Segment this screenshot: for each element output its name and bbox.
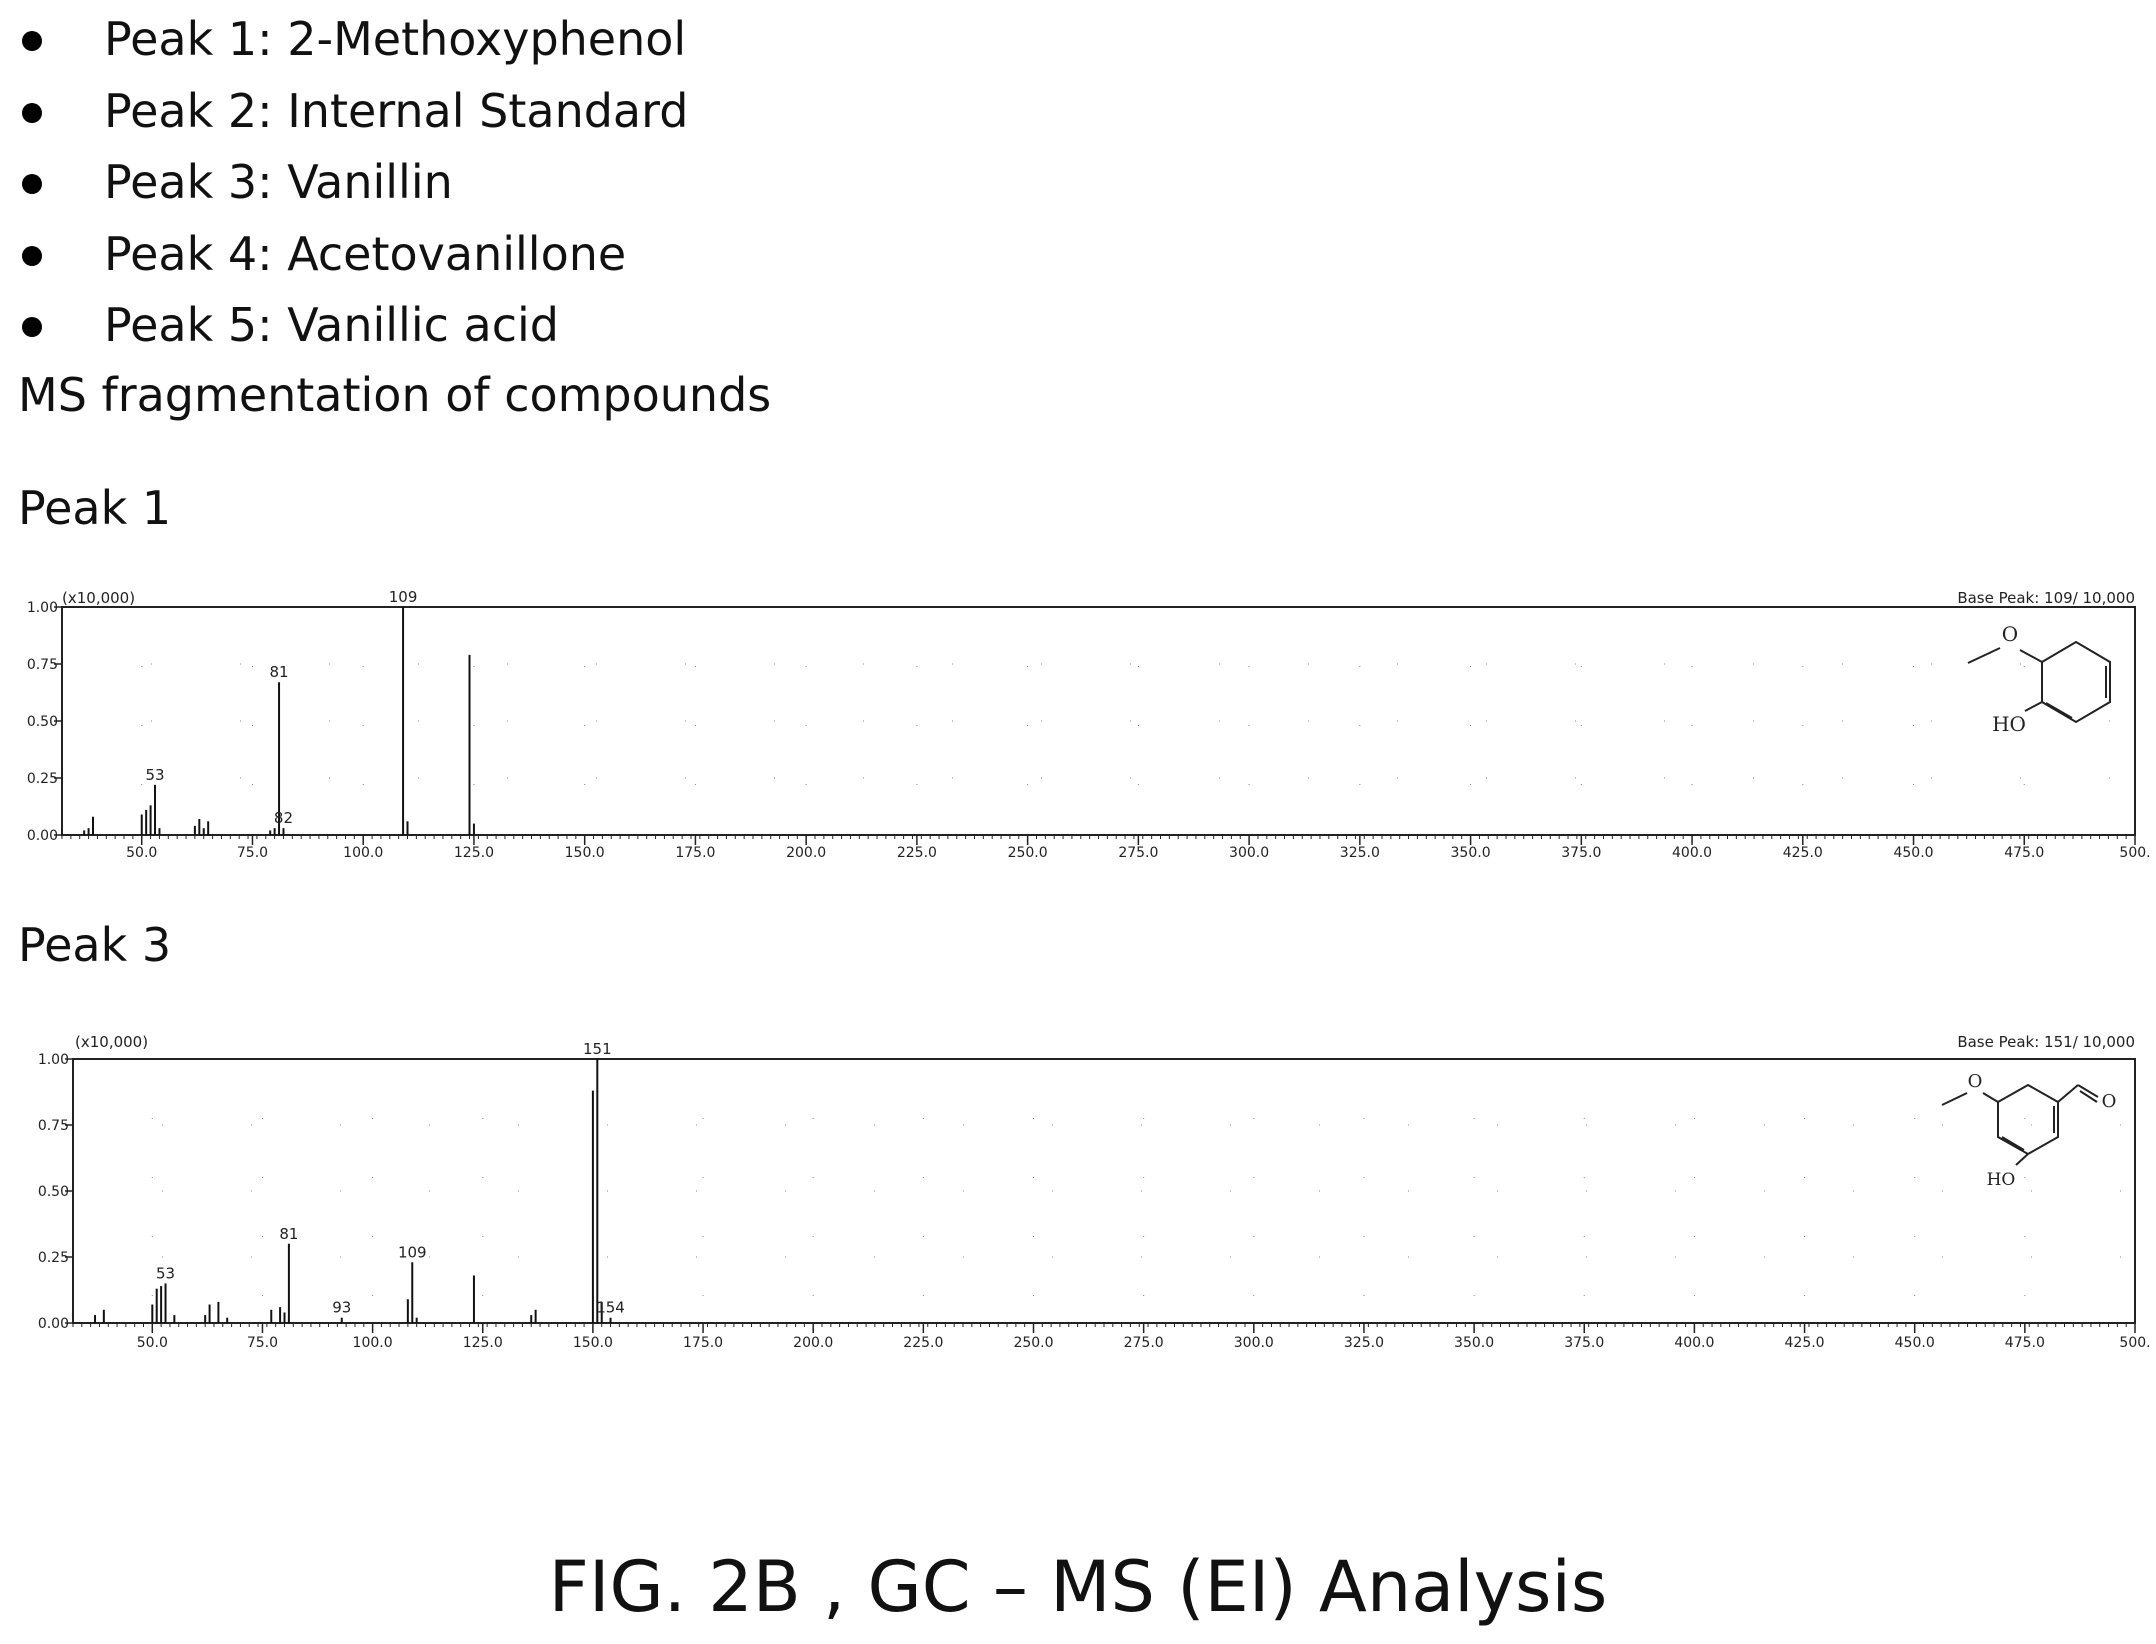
x-tick-label: 250.0: [1013, 1335, 1053, 1351]
peak-mz-label: 53: [145, 766, 164, 784]
peak-mz-label: 151: [583, 1040, 612, 1058]
x-tick-label: 425.0: [1785, 1335, 1825, 1351]
y-tick-label: 0.75: [38, 1118, 69, 1134]
x-tick-label: 150.0: [565, 845, 605, 861]
x-tick-label: 450.0: [1895, 1335, 1935, 1351]
x-tick-label: 450.0: [1893, 845, 1933, 861]
x-tick-label: 150.0: [573, 1335, 613, 1351]
x-tick-label: 175.0: [683, 1335, 723, 1351]
x-tick-label: 250.0: [1008, 845, 1048, 861]
base-peak-label: Base Peak: 151/ 10,000: [1957, 1033, 2135, 1051]
x-tick-label: 275.0: [1118, 845, 1158, 861]
x-tick-label: 400.0: [1672, 845, 1712, 861]
x-tick-label: 50.0: [126, 845, 157, 861]
structure-hydroxyl-label: HO: [1992, 712, 2026, 736]
y-tick-label: 1.00: [27, 600, 58, 616]
compound-label: Peak 1: 2-Methoxyphenol: [104, 12, 687, 66]
x-tick-label: 100.0: [343, 845, 383, 861]
peak-mz-label: 82: [274, 809, 293, 827]
x-tick-label: 125.0: [454, 845, 494, 861]
bullet-icon: [22, 174, 42, 194]
plot-frame: [72, 1058, 2136, 1324]
compound-label: Peak 3: Vanillin: [104, 155, 453, 209]
peak-mz-label: 93: [332, 1299, 351, 1317]
x-tick-label: 225.0: [903, 1335, 943, 1351]
x-tick-label: 200.0: [793, 1335, 833, 1351]
peak-mz-label: 81: [269, 663, 288, 681]
y-tick-label: 0.00: [38, 1316, 69, 1332]
x-tick-label: 475.0: [2005, 1335, 2045, 1351]
x-tick-label: 75.0: [247, 1335, 278, 1351]
x-tick-label: 225.0: [897, 845, 937, 861]
chart-title-peak-1: Peak 1: [18, 481, 172, 535]
bullet-icon: [22, 31, 42, 51]
plot-frame: [61, 606, 2136, 836]
vanillin-structure: O O HO: [1941, 1071, 2117, 1190]
x-tick-label: 325.0: [1340, 845, 1380, 861]
peak-mz-label: 109: [389, 588, 418, 606]
compound-list-item: Peak 2: Internal Standard: [18, 80, 688, 152]
y-tick-label: 0.50: [38, 1184, 69, 1200]
compound-list-item: Peak 1: 2-Methoxyphenol: [18, 8, 688, 80]
structure-hydroxyl-label: HO: [1987, 1170, 2016, 1190]
x-tick-label: 275.0: [1124, 1335, 1164, 1351]
compound-list-item: Peak 4: Acetovanillone: [18, 223, 688, 295]
x-tick-label: 325.0: [1344, 1335, 1384, 1351]
y-tick-label: 0.75: [27, 657, 58, 673]
compound-label: Peak 2: Internal Standard: [104, 83, 689, 138]
bullet-icon: [22, 317, 42, 337]
peak-mz-label: 109: [398, 1243, 427, 1261]
compound-list: Peak 1: 2-Methoxyphenol Peak 2: Internal…: [18, 8, 688, 366]
x-tick-label: 175.0: [675, 845, 715, 861]
x-tick-label: 425.0: [1783, 845, 1823, 861]
peak-mz-label: 154: [596, 1299, 625, 1317]
x-tick-label: 50.0: [137, 1335, 168, 1351]
guaiacol-structure: O HO: [1967, 622, 2111, 736]
base-peak-label: Base Peak: 109/ 10,000: [1957, 589, 2135, 607]
peak-mz-label: 53: [156, 1264, 175, 1282]
x-tick-label: 500.: [2119, 845, 2150, 861]
y-tick-label: 0.00: [27, 828, 58, 844]
x-tick-label: 75.0: [237, 845, 268, 861]
x-tick-label: 200.0: [786, 845, 826, 861]
y-tick-label: 1.00: [38, 1052, 69, 1068]
scale-label: (x10,000): [62, 589, 135, 607]
structure-methoxy-oxygen-label: O: [1968, 1071, 1983, 1092]
x-tick-label: 475.0: [2004, 845, 2044, 861]
peak-mz-label: 81: [279, 1225, 298, 1243]
x-tick-label: 100.0: [353, 1335, 393, 1351]
mass-spectrum-peak-1: 50.0 75.0 100.0 125.0 150.0 175.0 200.0 225.0 25…: [27, 588, 2151, 861]
compound-label: Peak 5: Vanillic acid: [104, 298, 559, 352]
compound-list-item: Peak 5: Vanillic acid: [18, 294, 688, 366]
x-tick-label: 400.0: [1674, 1335, 1714, 1351]
y-tick-label: 0.25: [27, 771, 58, 787]
structure-aldehyde-oxygen-label: O: [2102, 1091, 2117, 1112]
bullet-icon: [22, 102, 42, 123]
x-tick-label: 500.: [2119, 1335, 2150, 1351]
chart-title-peak-3: Peak 3: [18, 918, 172, 972]
compound-label: Peak 4: Acetovanillone: [104, 226, 627, 281]
structure-oxygen-label: O: [2002, 622, 2018, 646]
y-tick-label: 0.50: [27, 714, 58, 730]
x-tick-label: 350.0: [1451, 845, 1491, 861]
x-tick-label: 125.0: [463, 1335, 503, 1351]
figure-caption: FIG. 2B , GC – MS (EI) Analysis: [548, 1546, 1608, 1628]
x-tick-label: 375.0: [1561, 845, 1601, 861]
compound-list-item: Peak 3: Vanillin: [18, 151, 688, 223]
x-tick-label: 300.0: [1229, 845, 1269, 861]
mass-spectrum-peak-3: 50.0 75.0 100.0 125.0 150.0 175.0 200.0 225.0 25…: [38, 1033, 2151, 1351]
x-tick-label: 350.0: [1454, 1335, 1494, 1351]
y-tick-label: 0.25: [38, 1250, 69, 1266]
scale-label: (x10,000): [75, 1033, 148, 1051]
x-tick-label: 375.0: [1564, 1335, 1604, 1351]
x-tick-label: 300.0: [1234, 1335, 1274, 1351]
section-intro: MS fragmentation of compounds: [18, 368, 772, 422]
bullet-icon: [22, 245, 42, 266]
